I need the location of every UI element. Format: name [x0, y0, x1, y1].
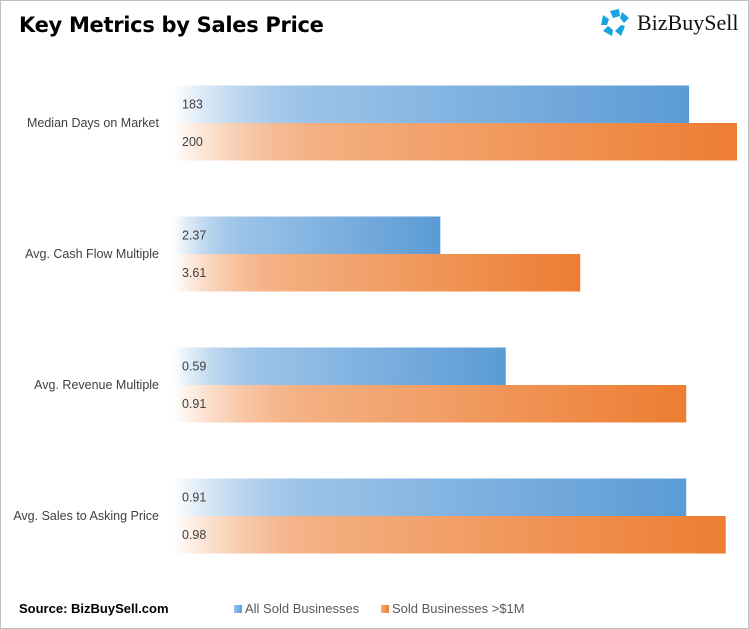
data-label: 3.61	[182, 266, 206, 280]
bar-chart: Median Days on Market 183 200 Avg. Cash Flo…	[13, 85, 737, 554]
data-label: 0.98	[182, 528, 206, 542]
category-label: Avg. Revenue Multiple	[34, 378, 159, 392]
legend-swatch-orange	[381, 604, 389, 613]
legend-item-over-1m: Sold Businesses >$1M	[381, 601, 525, 616]
bar-all-sold	[173, 216, 441, 254]
logo-icon	[601, 9, 629, 36]
bar-all-sold	[173, 478, 687, 516]
chart-title: Key Metrics by Sales Price	[19, 13, 324, 37]
legend-label: Sold Businesses >$1M	[392, 601, 525, 616]
bar-over-1m	[173, 516, 726, 554]
bar-over-1m	[173, 254, 581, 292]
category-label: Median Days on Market	[27, 116, 160, 130]
bar-all-sold	[173, 347, 506, 385]
logo-text: BizBuySell	[637, 10, 739, 35]
legend-item-all-sold: All Sold Businesses	[234, 601, 359, 616]
legend-swatch-blue	[234, 604, 242, 613]
bizbuysell-logo: BizBuySell	[601, 9, 738, 37]
data-label: 0.91	[182, 397, 206, 411]
bar-over-1m	[173, 385, 687, 423]
bar-over-1m	[173, 123, 737, 161]
category-label: Avg. Cash Flow Multiple	[25, 247, 159, 261]
data-label: 0.91	[182, 490, 206, 504]
category-label: Avg. Sales to Asking Price	[13, 509, 159, 523]
data-label: 0.59	[182, 359, 206, 373]
legend-label: All Sold Businesses	[245, 601, 360, 616]
source-note: Source: BizBuySell.com	[19, 601, 169, 616]
data-label: 183	[182, 97, 203, 111]
data-label: 200	[182, 135, 203, 149]
data-label: 2.37	[182, 228, 206, 242]
bar-all-sold	[173, 85, 690, 123]
